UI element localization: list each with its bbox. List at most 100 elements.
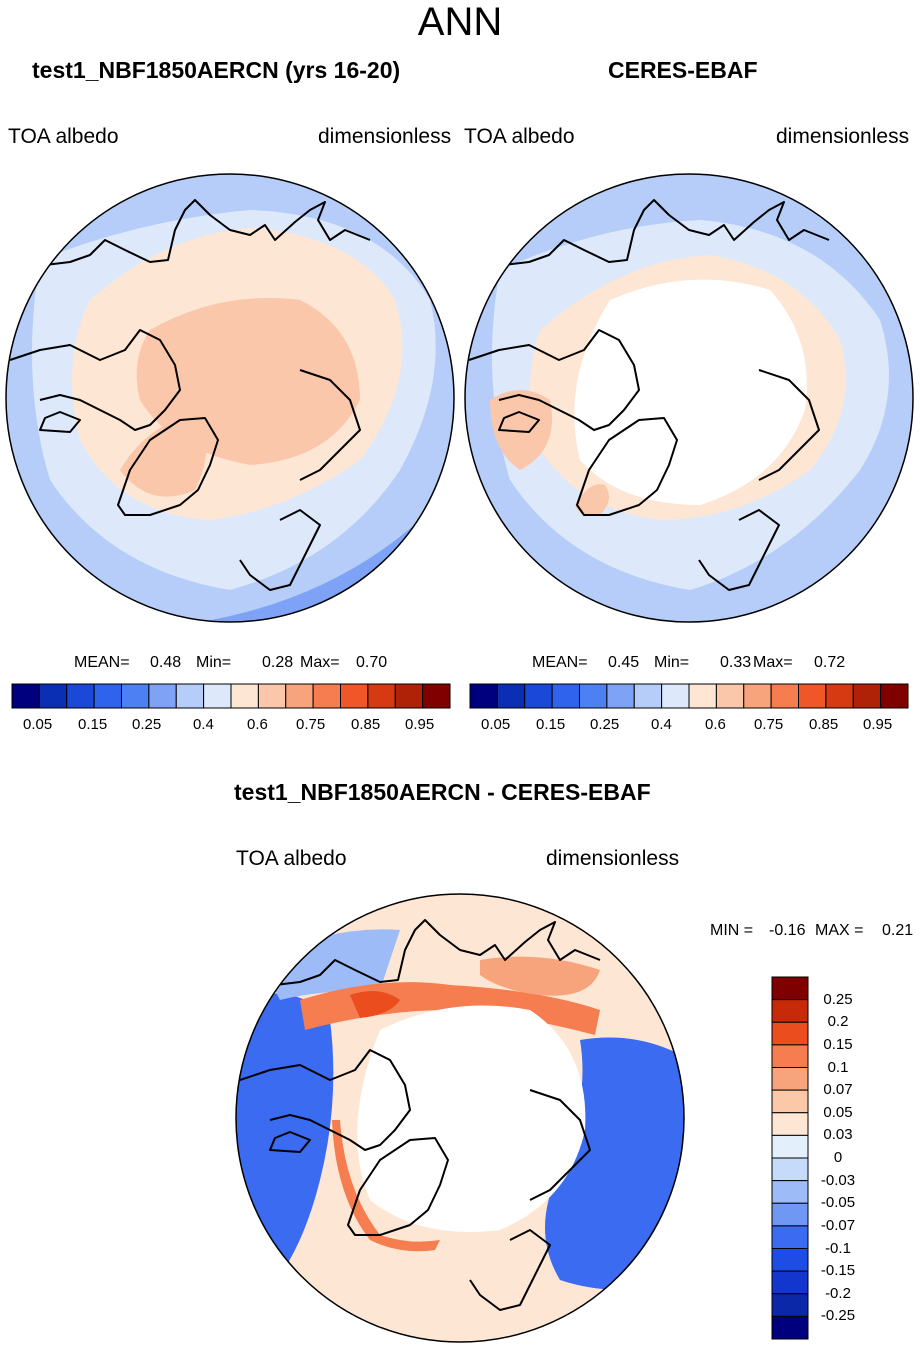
model-cbar-tick: 0.25 (132, 716, 162, 733)
obs-mean-label: MEAN= (532, 654, 588, 671)
model-colorbar-cell-4 (121, 683, 150, 709)
diff-units-label: dimensionless (546, 847, 680, 870)
diff-coastline-hudson (269, 1131, 311, 1153)
obs-mean-value: 0.45 (608, 654, 640, 671)
diff-cbar-tick: -0.07 (820, 1216, 856, 1234)
obs-min-value: 0.33 (720, 654, 752, 671)
diff-cbar-tick: 0.15 (823, 1035, 853, 1053)
model-colorbar-cell-5 (148, 683, 177, 709)
obs-cbar-tick: 0.75 (754, 716, 784, 733)
diff-colorbar-cell-6 (771, 1112, 809, 1136)
diff-coastline-eurasia (274, 919, 601, 986)
model-coastline-canada (9, 329, 181, 431)
obs-colorbar-cell-9 (715, 683, 745, 709)
diff-cbar-tick: -0.03 (820, 1171, 856, 1189)
obs-colorbar-cell-8 (688, 683, 717, 709)
model-colorbar-cell-15 (422, 683, 451, 709)
model-cbar-tick: 0.6 (247, 716, 268, 733)
model-coastline-greenland (117, 417, 219, 516)
diff-cbar-tick: -0.25 (820, 1307, 856, 1325)
model-cbar-tick: 0.4 (193, 716, 214, 733)
obs-colorbar-cell-5 (606, 683, 635, 709)
diff-colorbar-cell-12 (771, 1248, 809, 1272)
obs-cbar-tick: 0.25 (590, 716, 620, 733)
obs-cbar-tick: 0.15 (536, 716, 566, 733)
obs-coastline-eurasia (503, 199, 830, 266)
diff-colorbar-cell-3 (771, 1044, 809, 1069)
obs-cbar-tick: 0.4 (651, 716, 672, 733)
obs-cbar-tick: 0.95 (863, 716, 893, 733)
obs-variable-label: TOA albedo (464, 125, 575, 148)
diff-cbar-tick: 0 (833, 1149, 843, 1166)
diff-cbar-tick: 0.25 (823, 990, 853, 1008)
obs-colorbar-cell-3 (551, 683, 581, 709)
diff-map-border (235, 893, 685, 1343)
obs-coastline-hudson (498, 411, 540, 433)
diff-cbar-tick: -0.1 (825, 1239, 851, 1257)
diff-colorbar-cell-15 (771, 1315, 809, 1340)
diff-colorbar-cell-0 (771, 976, 809, 1001)
diff-min-label: MIN = (710, 922, 754, 939)
obs-colorbar-cell-2 (524, 683, 553, 709)
obs-max-value: 0.72 (814, 654, 846, 671)
obs-field-greenland (575, 484, 609, 517)
diff-colorbar-cell-9 (771, 1180, 809, 1204)
diff-colorbar-cell-7 (771, 1134, 809, 1159)
obs-cbar-tick: 0.6 (705, 716, 726, 733)
diff-field-pos-ne (480, 956, 600, 996)
obs-coastline-scandinavia (698, 509, 780, 591)
diff-cbar-tick: 0.07 (823, 1081, 853, 1099)
diff-cbar-tick: -0.2 (825, 1284, 851, 1302)
obs-cbar-tick: 0.05 (481, 716, 511, 733)
diff-colorbar-cell-10 (771, 1202, 809, 1227)
diff-colorbar-cell-8 (771, 1157, 809, 1182)
obs-colorbar (469, 683, 909, 709)
model-units-label: dimensionless (318, 125, 452, 148)
diff-colorbar-cell-14 (771, 1293, 809, 1317)
diff-colorbar-cell-1 (771, 999, 809, 1023)
model-mean-label: MEAN= (74, 654, 130, 671)
model-cbar-tick: 0.95 (405, 716, 435, 733)
obs-colorbar-cell-0 (469, 683, 498, 709)
model-cbar-tick: 0.75 (296, 716, 326, 733)
obs-field-ring-peach (490, 390, 552, 470)
model-cbar-tick: 0.85 (351, 716, 381, 733)
model-min-label: Min= (196, 654, 232, 671)
model-min-value: 0.28 (262, 654, 294, 671)
diff-cbar-tick: -0.05 (820, 1194, 856, 1212)
model-colorbar-cell-0 (11, 683, 40, 709)
obs-cbar-tick: 0.85 (809, 716, 839, 733)
diff-coastline-greenland (347, 1137, 449, 1236)
model-mean-value: 0.48 (150, 654, 182, 671)
model-variable-label: TOA albedo (8, 125, 119, 148)
diff-variable-label: TOA albedo (236, 847, 347, 870)
diff-cbar-tick: 0.1 (827, 1058, 849, 1076)
model-colorbar (11, 683, 451, 709)
figure-title: ANN (417, 0, 503, 44)
diff-panel-title: test1_NBF1850AERCN - CERES-EBAF (234, 779, 651, 805)
diff-colorbar-cell-2 (771, 1021, 809, 1046)
model-max-label: Max= (300, 654, 340, 671)
diff-cbar-tick: 0.2 (827, 1013, 849, 1031)
obs-map-border (464, 173, 914, 623)
model-colorbar-cell-6 (175, 683, 205, 709)
diff-cbar-tick: 0.05 (823, 1103, 853, 1121)
obs-max-label: Max= (753, 654, 793, 671)
model-map-border (5, 173, 455, 623)
diff-cbar-tick: 0.03 (823, 1126, 853, 1144)
obs-coastline-greenland (576, 417, 678, 516)
model-max-value: 0.70 (356, 654, 388, 671)
obs-coastline-canada (468, 329, 640, 431)
model-colorbar-cell-9 (257, 683, 287, 709)
model-colorbar-cell-3 (93, 683, 123, 709)
obs-colorbar-cell-10 (743, 683, 772, 709)
diff-max-value: 0.21 (882, 922, 914, 939)
obs-field-pole-missing (574, 279, 807, 505)
diff-field-pole-rim (332, 1120, 440, 1252)
diff-coastline-canada (239, 1049, 411, 1151)
obs-colorbar-cell-15 (880, 683, 909, 709)
diff-coastline-scandinavia (469, 1229, 551, 1311)
